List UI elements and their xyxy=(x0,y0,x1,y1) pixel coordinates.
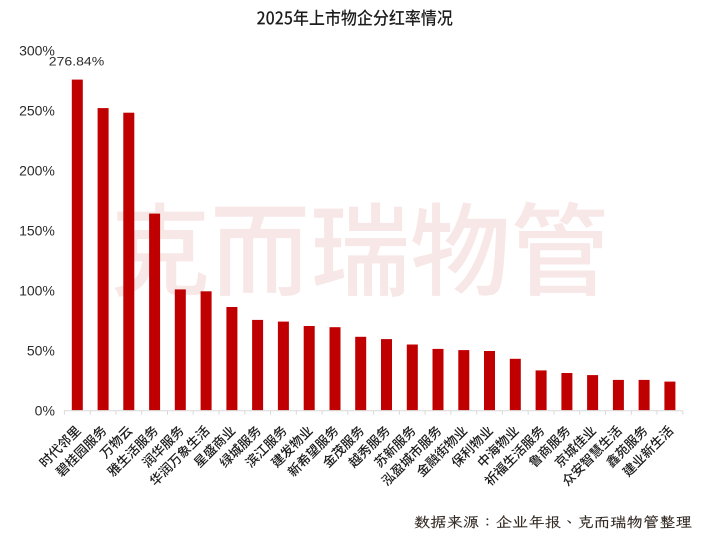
svg-text:250%: 250% xyxy=(19,102,55,118)
svg-text:0%: 0% xyxy=(35,402,55,418)
svg-text:200%: 200% xyxy=(19,162,55,178)
svg-text:150%: 150% xyxy=(19,222,55,238)
svg-text:100%: 100% xyxy=(19,282,55,298)
svg-text:300%: 300% xyxy=(19,42,55,58)
svg-text:50%: 50% xyxy=(27,342,55,358)
svg-text:276.84%: 276.84% xyxy=(49,54,104,68)
